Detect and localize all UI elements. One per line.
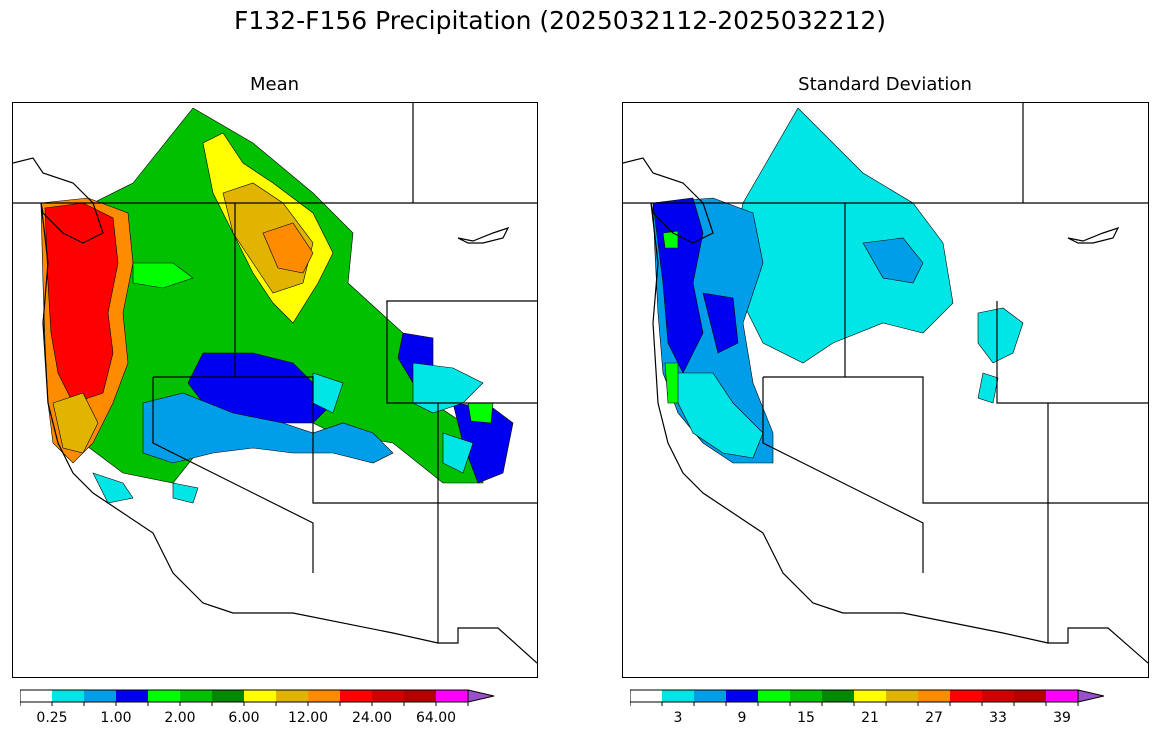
mean-colorbar-tick-label: 24.00 <box>352 710 392 726</box>
sd-field-lightblue-inland <box>862 237 924 284</box>
sd-colorbar-cell <box>630 690 662 702</box>
mean-field-south-cyan <box>92 472 199 504</box>
mean-colorbar-tick-label: 64.00 <box>416 710 456 726</box>
sd-map-svg <box>623 103 1148 664</box>
sd-map <box>622 102 1149 678</box>
mean-colorbar-tick-label: 12.00 <box>288 710 328 726</box>
mean-colorbar-cell <box>212 690 244 702</box>
sd-colorbar-cell <box>918 690 950 702</box>
mean-colorbar-tick-label: 1.00 <box>100 710 131 726</box>
sd-field-cyan-east <box>977 307 1024 404</box>
mean-colorbar-extend-arrow <box>467 689 495 703</box>
mean-colorbar-tick-label: 0.25 <box>36 710 67 726</box>
sd-colorbar-tick-label: 15 <box>797 710 815 726</box>
sd-colorbar-tick-label: 33 <box>989 710 1007 726</box>
sd-colorbar-cell <box>982 690 1014 702</box>
sd-colorbar-tick-label: 9 <box>738 710 747 726</box>
mean-colorbar-cell <box>20 690 52 702</box>
sd-colorbar-tick-label: 21 <box>861 710 879 726</box>
mean-map-svg <box>13 103 537 664</box>
mean-field-lightblue <box>142 392 394 464</box>
sd-colorbar-cell <box>854 690 886 702</box>
sd-field-coast-cyan <box>672 372 764 459</box>
mean-colorbar-svg: 0.25 1.00 2.00 6.00 12.00 24.00 64.00 <box>19 689 495 726</box>
sd-panel-title: Standard Deviation <box>798 74 972 95</box>
sd-colorbar-extend-arrow <box>1077 689 1105 703</box>
mean-colorbar: 0.25 1.00 2.00 6.00 12.00 24.00 64.00 <box>19 688 530 738</box>
sd-colorbar: 3 9 15 21 27 33 39 <box>629 688 1140 738</box>
mean-colorbar-tick-label: 6.00 <box>228 710 259 726</box>
sd-colorbar-cell <box>1014 690 1046 702</box>
sd-colorbar-cell <box>758 690 790 702</box>
mean-borders <box>13 103 537 664</box>
sd-borders <box>623 103 1148 664</box>
mean-colorbar-cell <box>436 690 468 702</box>
sd-colorbar-cell <box>694 690 726 702</box>
figure-title: F132-F156 Precipitation (2025032112-2025… <box>233 6 886 35</box>
mean-colorbar-cell <box>340 690 372 702</box>
mean-colorbar-cell <box>148 690 180 702</box>
mean-panel-title: Mean <box>249 74 300 95</box>
sd-colorbar-cell <box>726 690 758 702</box>
mean-field-orange-inland <box>262 222 314 274</box>
sd-colorbar-cell <box>662 690 694 702</box>
mean-colorbar-cell <box>308 690 340 702</box>
mean-colorbar-cell <box>276 690 308 702</box>
mean-colorbar-cell <box>244 690 276 702</box>
sd-colorbar-cell <box>886 690 918 702</box>
mean-colorbar-tick-label: 2.00 <box>164 710 195 726</box>
sd-colorbar-cell <box>790 690 822 702</box>
mean-colorbar-cell <box>52 690 84 702</box>
mean-field-coast-darkyellow <box>52 392 99 454</box>
mean-colorbar-cell <box>180 690 212 702</box>
mean-colorbar-cell <box>404 690 436 702</box>
mean-colorbar-cell <box>372 690 404 702</box>
sd-colorbar-tick-label: 27 <box>925 710 943 726</box>
mean-colorbar-cell <box>84 690 116 702</box>
sd-colorbar-svg: 3 9 15 21 27 33 39 <box>629 689 1105 726</box>
mean-map <box>12 102 538 678</box>
mean-field-coast-red <box>44 202 119 404</box>
sd-colorbar-cell <box>950 690 982 702</box>
sd-colorbar-cell <box>822 690 854 702</box>
sd-colorbar-tick-label: 39 <box>1053 710 1071 726</box>
sd-colorbar-cell <box>1046 690 1078 702</box>
sd-colorbar-tick-label: 3 <box>674 710 683 726</box>
sd-field-cyan <box>732 107 954 364</box>
sd-field-coast-green <box>662 230 679 404</box>
mean-colorbar-cell <box>116 690 148 702</box>
